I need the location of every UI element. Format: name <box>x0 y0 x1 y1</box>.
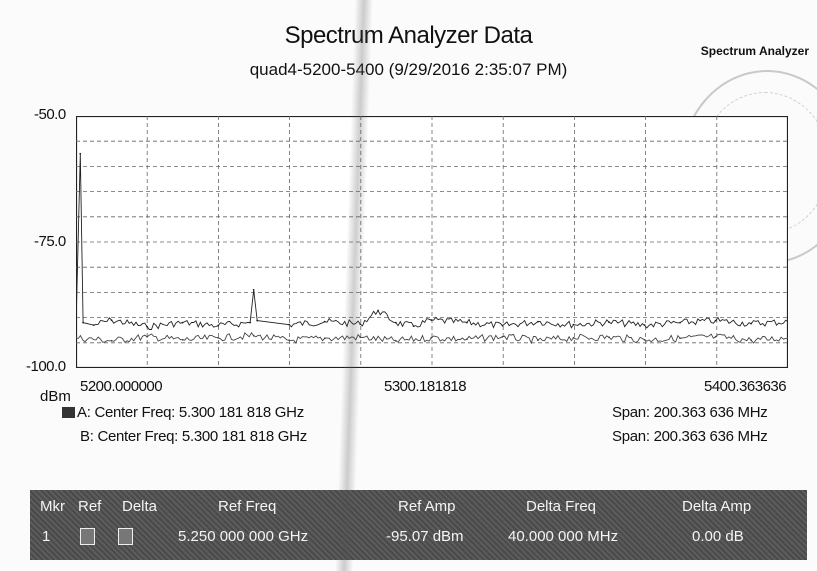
trace-b-span: Span: 200.363 636 MHz <box>612 428 768 445</box>
delta-amp-value: 0.00 dB <box>692 528 744 545</box>
data-point <box>787 336 788 339</box>
data-point <box>217 324 220 327</box>
delta-checkbox[interactable] <box>118 528 133 547</box>
data-point <box>82 321 85 324</box>
data-point <box>465 338 468 341</box>
data-point <box>679 337 682 340</box>
data-point <box>252 288 255 291</box>
data-point <box>288 323 291 326</box>
data-point <box>412 325 415 328</box>
data-point <box>181 338 184 341</box>
table-row[interactable]: 1 5.250 000 000 GHz -95.07 dBm 40.000 00… <box>30 528 807 558</box>
data-point <box>750 322 753 325</box>
data-point <box>537 339 539 342</box>
data-point <box>643 324 646 327</box>
spectrum-plot <box>76 116 788 368</box>
data-point <box>572 336 575 339</box>
data-point <box>750 339 753 342</box>
ref-freq-value: 5.250 000 000 GHz <box>178 528 309 545</box>
column-header-ref: Ref <box>78 498 102 515</box>
y-unit-label: dBm <box>40 388 71 405</box>
x-tick-label: 5300.181818 <box>384 378 467 395</box>
column-header-mkr: Mkr <box>40 498 65 515</box>
trace-a-span: Span: 200.363 636 MHz <box>612 404 768 421</box>
data-point <box>679 321 682 324</box>
data-point <box>787 320 788 323</box>
column-header-delta: Delta <box>122 498 158 515</box>
data-point <box>181 321 184 324</box>
column-header-ref-amp: Ref Amp <box>398 498 456 515</box>
y-tick-label: -75.0 <box>34 233 66 250</box>
marker-table-header: Mkr Ref Delta Ref Freq Ref Amp Delta Fre… <box>30 498 807 528</box>
series-line-a <box>76 153 788 330</box>
data-point <box>76 326 77 329</box>
data-point <box>501 324 504 327</box>
data-point <box>146 325 148 328</box>
data-point <box>608 336 610 339</box>
data-point <box>79 152 82 155</box>
data-point <box>323 337 326 340</box>
data-point <box>430 319 433 322</box>
data-point <box>359 336 362 339</box>
data-point <box>217 336 220 339</box>
data-point <box>430 336 433 339</box>
data-point <box>394 339 397 342</box>
data-point <box>714 335 717 338</box>
data-point <box>110 319 113 322</box>
data-point <box>714 319 717 322</box>
marker-table: Mkr Ref Delta Ref Freq Ref Amp Delta Fre… <box>30 490 807 560</box>
data-point <box>92 324 95 327</box>
trace-a-info: A: Center Freq: 5.300 181 818 GHz <box>62 404 304 421</box>
data-point <box>359 323 362 326</box>
marker-number: 1 <box>42 528 51 545</box>
data-point <box>572 323 575 326</box>
data-point <box>249 321 252 324</box>
trace-a-center-freq: A: Center Freq: 5.300 181 818 GHz <box>77 404 304 421</box>
y-tick-label: -100.0 <box>26 358 66 375</box>
data-point <box>110 339 113 342</box>
data-point <box>608 321 610 324</box>
trace-b-center-freq: B: Center Freq: 5.300 181 818 GHz <box>80 428 307 445</box>
page-subtitle: quad4-5200-5400 (9/29/2016 2:35:07 PM) <box>249 60 568 79</box>
data-point <box>501 335 504 338</box>
data-point <box>256 319 259 322</box>
trace-a-swatch <box>62 407 75 418</box>
data-point <box>643 338 646 341</box>
column-header-delta-freq: Delta Freq <box>526 498 597 515</box>
ref-checkbox[interactable] <box>80 528 95 547</box>
y-tick-label: -50.0 <box>34 106 66 123</box>
column-header-delta-amp: Delta Amp <box>682 498 752 515</box>
data-point <box>288 339 291 342</box>
x-tick-label: 5400.363636 <box>704 378 787 395</box>
data-point <box>323 320 326 323</box>
x-tick-label: 5200.000000 <box>80 378 163 395</box>
data-point <box>394 321 397 324</box>
delta-freq-value: 40.000 000 MHz <box>508 528 619 545</box>
data-point <box>76 336 77 339</box>
data-point <box>537 320 539 323</box>
brand-label: Spectrum Analyzer <box>700 44 809 58</box>
data-point <box>377 309 379 312</box>
data-point <box>146 335 148 338</box>
column-header-ref-freq: Ref Freq <box>218 498 277 515</box>
page-title: Spectrum Analyzer Data <box>284 22 533 49</box>
data-point <box>252 334 255 337</box>
ref-amp-value: -95.07 dBm <box>386 528 464 545</box>
data-point <box>465 321 468 324</box>
